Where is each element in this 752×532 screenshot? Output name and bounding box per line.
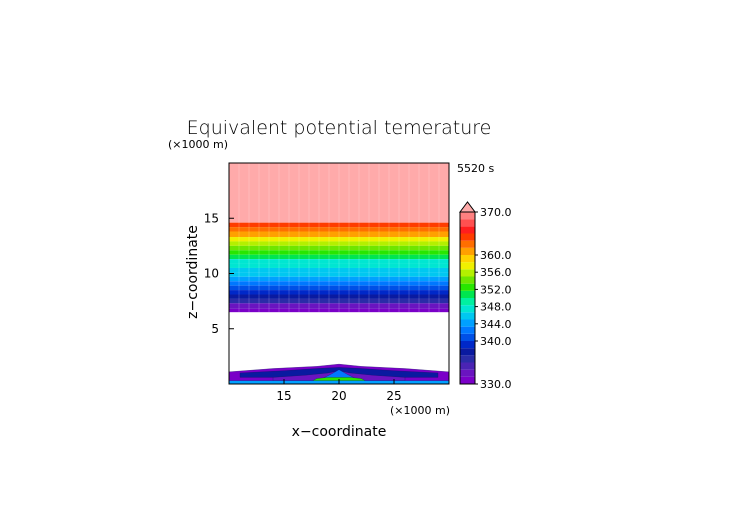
colorbar-tick-label: 356.0	[480, 266, 512, 279]
chart-title: Equivalent potential temerature	[187, 117, 492, 139]
colorbar-tick-label: 344.0	[480, 318, 512, 331]
colorbar-over-triangle	[459, 201, 476, 213]
y-axis-label: z−coordinate	[185, 225, 201, 319]
colorbar-segment	[460, 305, 475, 313]
x-unit-label: (×1000 m)	[390, 404, 450, 417]
contour-band	[229, 298, 449, 304]
colorbar-segment	[460, 355, 475, 363]
contour-band	[229, 263, 449, 268]
colorbar-segment	[460, 255, 475, 263]
colorbar-segment	[460, 233, 475, 241]
colorbar-segment	[460, 312, 475, 320]
y-tick-label: 5	[211, 322, 219, 336]
contour-band	[229, 237, 449, 242]
x-axis: 15 20 25	[276, 379, 402, 403]
colorbar-segment	[460, 298, 475, 306]
y-tick-label: 15	[204, 211, 219, 225]
contour-band	[229, 227, 449, 232]
colorbar: 330.0 340.0 344.0 348.0 352.0 356.0 360.0 370.0	[459, 201, 512, 391]
x-axis-label: x−coordinate	[292, 424, 387, 440]
colorbar-segment	[460, 276, 475, 284]
y-unit-label: (×1000 m)	[168, 138, 228, 151]
colorbar-segment	[460, 212, 475, 220]
colorbar-tick-label: 370.0	[480, 206, 512, 219]
contour-band	[229, 303, 449, 309]
contour-band	[229, 290, 449, 295]
y-axis: 5 10 15	[204, 211, 234, 336]
contour-band	[229, 245, 449, 251]
colorbar-segment	[460, 333, 475, 341]
contour-band	[229, 285, 449, 291]
colorbar-segment	[460, 247, 475, 255]
contour-band	[229, 163, 449, 223]
contour-band	[229, 231, 449, 238]
colorbar-segment	[460, 290, 475, 298]
colorbar-segment	[460, 341, 475, 349]
contour-band	[229, 272, 449, 277]
colorbar-segment	[460, 326, 475, 334]
colorbar-segment	[460, 226, 475, 234]
colorbar-tick-label: 330.0	[480, 378, 512, 391]
x-tick-label: 15	[276, 389, 291, 403]
contour-band	[229, 281, 449, 286]
plot-area	[228, 163, 450, 385]
contour-band	[229, 250, 449, 255]
colorbar-segment	[460, 240, 475, 248]
colorbar-segment	[460, 376, 475, 384]
x-tick-label: 25	[386, 389, 401, 403]
colorbar-segment	[460, 319, 475, 327]
colorbar-segment	[460, 348, 475, 356]
colorbar-tick-label: 360.0	[480, 249, 512, 262]
contour-band	[229, 276, 449, 282]
colorbar-segment	[460, 283, 475, 291]
y-tick-label: 10	[204, 267, 219, 281]
contour-band	[229, 308, 449, 313]
colorbar-tick-label: 340.0	[480, 335, 512, 348]
colorbar-segment	[460, 219, 475, 227]
colorbar-tick-label: 352.0	[480, 283, 512, 296]
time-label: 5520 s	[457, 162, 494, 175]
colorbar-segment	[460, 262, 475, 270]
contour-band	[229, 294, 449, 299]
contour-band	[229, 222, 449, 228]
contour-band	[229, 254, 449, 260]
colorbar-segment	[460, 362, 475, 370]
colorbar-tick-label: 348.0	[480, 301, 512, 314]
x-tick-label: 20	[331, 389, 346, 403]
contour-band	[229, 241, 449, 246]
contour-band	[229, 267, 449, 273]
colorbar-segment	[460, 269, 475, 277]
contour-band	[229, 259, 449, 264]
colorbar-segment	[460, 369, 475, 377]
